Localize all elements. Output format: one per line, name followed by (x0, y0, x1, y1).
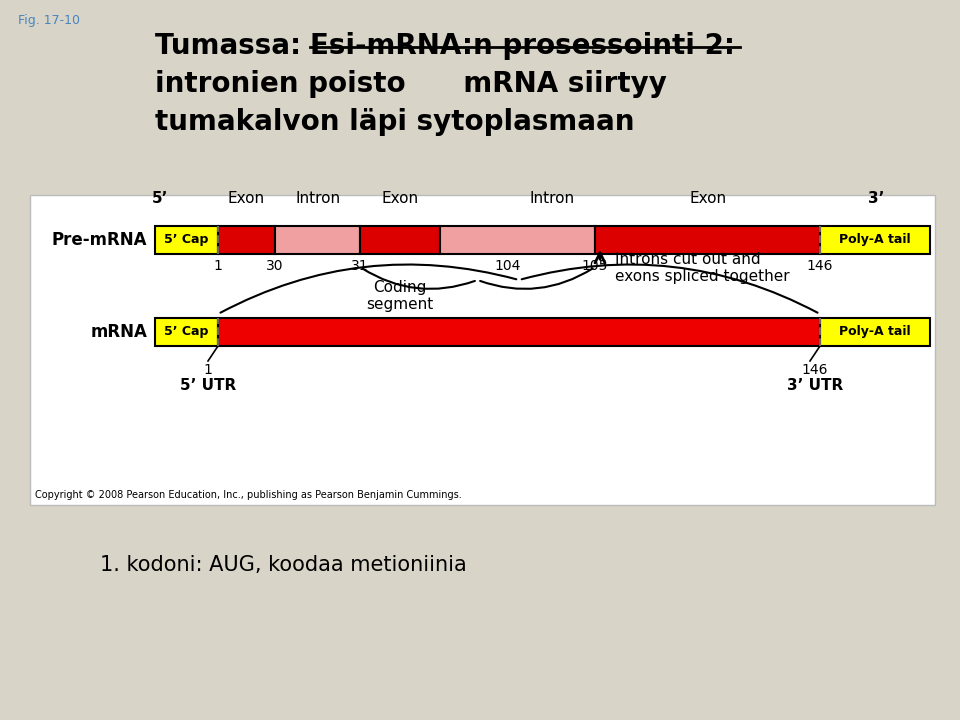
Text: Introns cut out and
exons spliced together: Introns cut out and exons spliced togeth… (615, 252, 790, 284)
Bar (155, 226, 218, 254)
Bar (275, 226, 360, 254)
Text: Coding
segment: Coding segment (367, 280, 434, 312)
Text: 5’: 5’ (152, 191, 168, 206)
Bar (155, 318, 218, 346)
Text: 1: 1 (213, 259, 223, 273)
Text: Poly-A tail: Poly-A tail (839, 325, 911, 338)
Text: Intron: Intron (296, 191, 341, 206)
Bar (218, 226, 275, 254)
Text: Exon: Exon (689, 191, 727, 206)
Text: 31: 31 (351, 259, 369, 273)
Text: 105: 105 (582, 259, 609, 273)
Text: 5’ Cap: 5’ Cap (164, 325, 208, 338)
Text: Esi-mRNA:n prosessointi 2:: Esi-mRNA:n prosessointi 2: (310, 32, 735, 60)
Text: 1: 1 (204, 363, 212, 377)
Text: Intron: Intron (529, 191, 575, 206)
Text: 5’ Cap: 5’ Cap (164, 233, 208, 246)
Bar (30, 195, 935, 505)
Text: Tumassa:: Tumassa: (155, 32, 311, 60)
Bar (360, 226, 440, 254)
Text: 146: 146 (802, 363, 828, 377)
Bar (820, 318, 930, 346)
Text: Exon: Exon (381, 191, 419, 206)
Text: Exon: Exon (228, 191, 265, 206)
Text: Fig. 17-10: Fig. 17-10 (18, 14, 80, 27)
Text: Pre-mRNA: Pre-mRNA (52, 231, 147, 249)
Text: mRNA: mRNA (90, 323, 147, 341)
Text: intronien poisto      mRNA siirtyy: intronien poisto mRNA siirtyy (155, 70, 667, 98)
Bar (440, 226, 595, 254)
Text: 1. kodoni: AUG, koodaa metioniinia: 1. kodoni: AUG, koodaa metioniinia (100, 555, 467, 575)
Text: 3’ UTR: 3’ UTR (787, 378, 843, 393)
Text: 3’: 3’ (868, 191, 884, 206)
Text: 30: 30 (266, 259, 284, 273)
Bar (820, 226, 930, 254)
Text: 146: 146 (806, 259, 833, 273)
Text: 5’ UTR: 5’ UTR (180, 378, 236, 393)
Text: Poly-A tail: Poly-A tail (839, 233, 911, 246)
Bar (595, 226, 820, 254)
Text: 104: 104 (494, 259, 521, 273)
Text: tumakalvon läpi sytoplasmaan: tumakalvon läpi sytoplasmaan (155, 108, 635, 136)
Bar (218, 318, 820, 346)
Text: Copyright © 2008 Pearson Education, Inc., publishing as Pearson Benjamin Cumming: Copyright © 2008 Pearson Education, Inc.… (35, 490, 462, 500)
